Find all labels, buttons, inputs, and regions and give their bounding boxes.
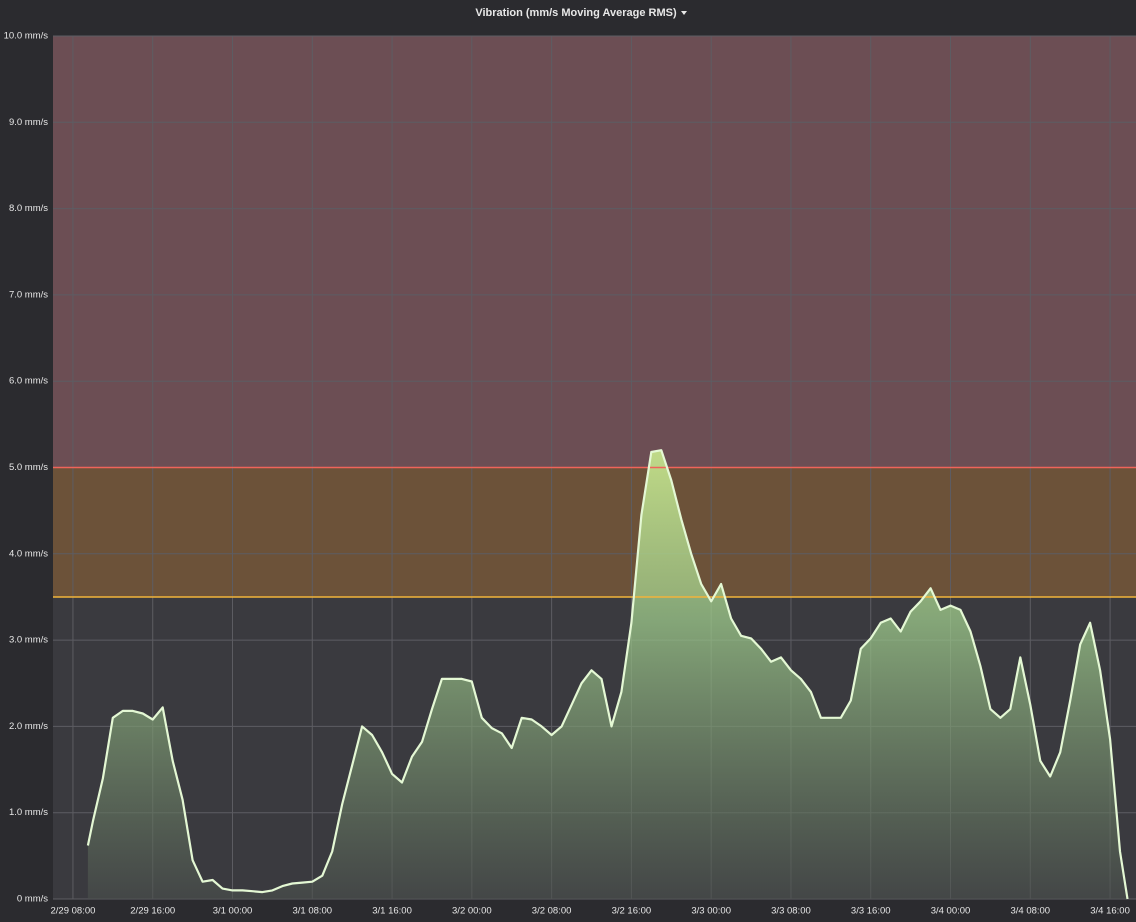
x-tick-label: 3/2 16:00 <box>612 906 652 917</box>
y-tick-label: 8.0 mm/s <box>9 203 48 214</box>
x-tick-label: 3/4 08:00 <box>1010 906 1050 917</box>
x-tick-label: 3/3 00:00 <box>691 906 731 917</box>
x-tick-label: 3/3 16:00 <box>851 906 891 917</box>
y-tick-label: 1.0 mm/s <box>9 807 48 818</box>
title-dropdown-caret[interactable] <box>681 11 687 15</box>
y-tick-label: 0 mm/s <box>17 894 48 905</box>
series-line <box>86 449 1129 900</box>
area-fill <box>87 450 1128 899</box>
x-tick-label: 3/1 16:00 <box>372 906 412 917</box>
threshold-band <box>53 36 1136 468</box>
x-tick-label: 3/2 00:00 <box>452 906 492 917</box>
y-tick-label: 2.0 mm/s <box>9 721 48 732</box>
x-tick-label: 2/29 16:00 <box>130 906 175 917</box>
x-tick-label: 2/29 08:00 <box>50 906 95 917</box>
threshold-band <box>53 467 1136 597</box>
y-tick-label: 6.0 mm/s <box>9 376 48 387</box>
y-tick-label: 3.0 mm/s <box>9 635 48 646</box>
x-tick-label: 3/1 00:00 <box>213 906 253 917</box>
y-tick-label: 7.0 mm/s <box>9 289 48 300</box>
y-tick-label: 10.0 mm/s <box>4 31 49 42</box>
panel-title[interactable]: Vibration (mm/s Moving Average RMS) <box>475 7 677 19</box>
x-tick-label: 3/4 16:00 <box>1090 906 1130 917</box>
y-tick-label: 4.0 mm/s <box>9 548 48 559</box>
x-tick-label: 3/3 08:00 <box>771 906 811 917</box>
x-tick-label: 3/4 00:00 <box>931 906 971 917</box>
x-tick-label: 3/1 08:00 <box>292 906 332 917</box>
y-tick-label: 5.0 mm/s <box>9 462 48 473</box>
x-tick-label: 3/2 08:00 <box>532 906 572 917</box>
y-tick-label: 9.0 mm/s <box>9 117 48 128</box>
